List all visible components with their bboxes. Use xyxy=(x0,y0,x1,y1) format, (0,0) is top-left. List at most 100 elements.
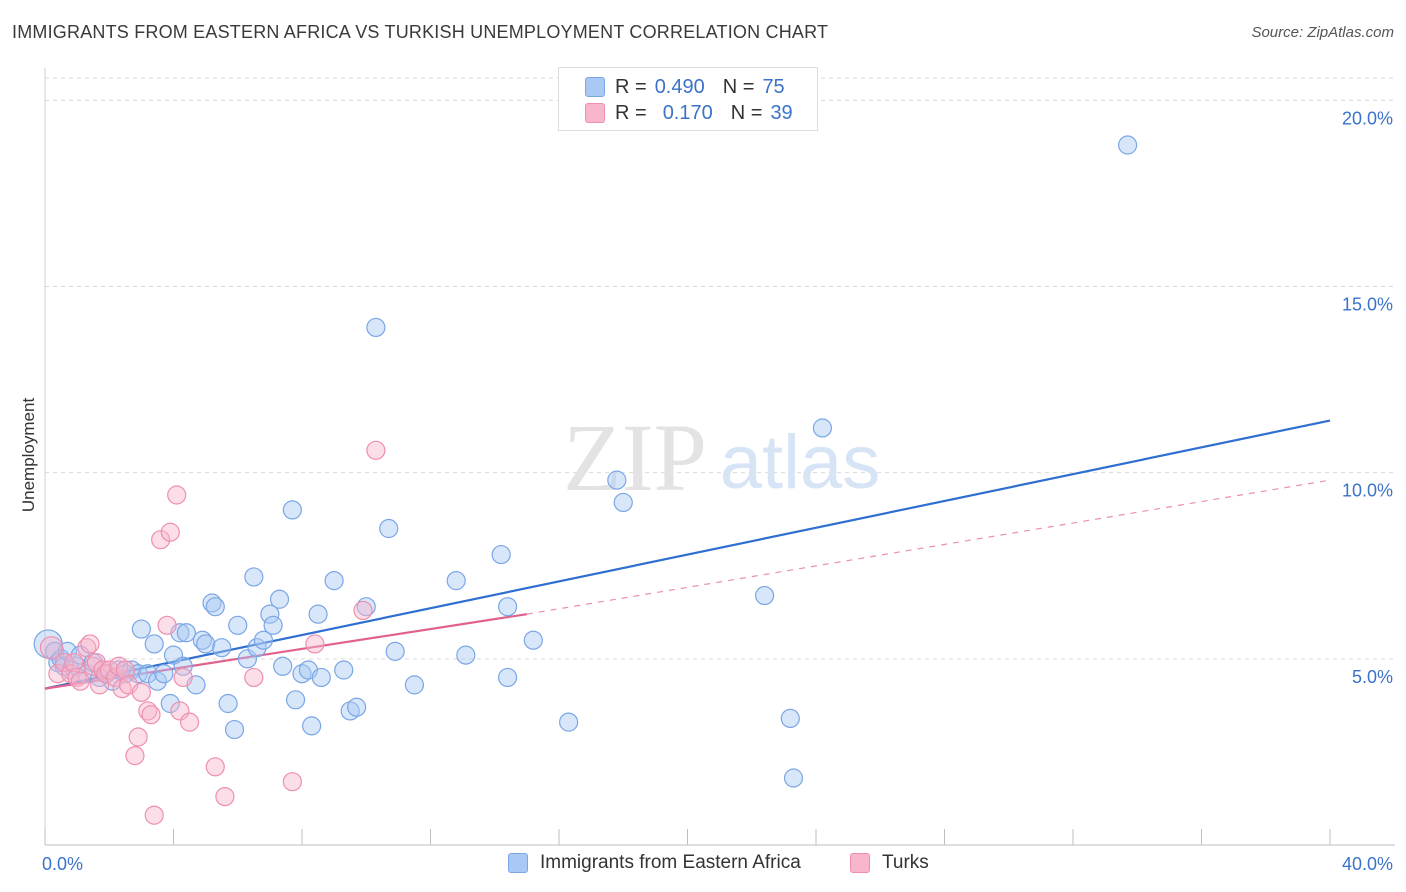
point-eastern-africa xyxy=(523,630,543,650)
point-turks xyxy=(138,701,158,721)
bottom-legend: Immigrants from Eastern Africa Turks xyxy=(0,852,1406,878)
bottom-legend-swatch-pink xyxy=(850,853,870,873)
point-eastern-africa xyxy=(244,567,264,587)
point-turks xyxy=(144,805,164,825)
legend-n-value-1: 75 xyxy=(762,75,785,98)
y-tick-label: 15.0% xyxy=(1342,295,1393,315)
point-eastern-africa xyxy=(404,675,425,695)
bottom-legend-label-2: Turks xyxy=(882,852,929,873)
point-turks xyxy=(128,727,148,747)
point-turks xyxy=(67,667,87,688)
point-turks xyxy=(244,667,264,688)
y-tick-label: 5.0% xyxy=(1352,667,1393,687)
point-eastern-africa xyxy=(498,667,518,688)
point-eastern-africa xyxy=(192,630,213,650)
point-eastern-africa xyxy=(218,693,238,714)
point-eastern-africa xyxy=(559,712,579,732)
point-turks xyxy=(215,786,235,807)
point-turks xyxy=(115,660,135,680)
point-eastern-africa xyxy=(160,693,180,714)
point-turks xyxy=(125,746,145,766)
chart-title: IMMIGRANTS FROM EASTERN AFRICA VS TURKIS… xyxy=(12,22,829,42)
legend: R = 0.490 N = 75 R = 0.170 N = 39 xyxy=(558,67,818,131)
y-tick-label: 20.0% xyxy=(1342,108,1393,128)
point-eastern-africa xyxy=(196,634,216,654)
point-turks xyxy=(167,485,187,505)
legend-r-label-2: R = xyxy=(615,101,647,124)
point-turks xyxy=(77,638,97,658)
point-eastern-africa xyxy=(324,571,344,591)
point-eastern-africa xyxy=(273,656,293,676)
point-turks xyxy=(179,712,200,732)
point-eastern-africa xyxy=(144,634,164,654)
point-eastern-africa xyxy=(311,667,331,688)
point-turks xyxy=(282,772,302,792)
data-points xyxy=(33,135,1138,825)
point-eastern-africa xyxy=(67,656,87,676)
point-eastern-africa xyxy=(176,623,196,643)
point-eastern-africa xyxy=(356,597,376,617)
point-eastern-africa xyxy=(147,671,168,691)
point-turks xyxy=(353,600,373,621)
point-eastern-africa xyxy=(613,492,633,513)
point-turks xyxy=(305,634,325,654)
y-tick-labels: 5.0% 10.0% 15.0% 20.0% xyxy=(1342,108,1393,686)
point-eastern-africa xyxy=(269,589,290,609)
point-eastern-africa xyxy=(263,615,283,635)
legend-row-series2: R = 0.170 N = 39 xyxy=(585,101,793,125)
point-turks xyxy=(160,522,180,542)
point-eastern-africa xyxy=(780,708,800,729)
point-eastern-africa xyxy=(302,716,322,736)
point-eastern-africa xyxy=(379,518,399,539)
point-eastern-africa xyxy=(308,604,328,624)
point-eastern-africa xyxy=(754,585,775,606)
point-eastern-africa xyxy=(131,619,151,639)
point-eastern-africa xyxy=(812,418,833,438)
point-turks xyxy=(205,757,225,777)
point-eastern-africa xyxy=(282,500,302,520)
bottom-legend-swatch-blue xyxy=(508,853,528,873)
trend-line-turks-extension xyxy=(526,479,1331,615)
point-turks xyxy=(141,705,161,725)
bottom-legend-series1: Immigrants from Eastern Africa xyxy=(508,852,801,874)
point-eastern-africa xyxy=(260,604,280,624)
point-eastern-africa xyxy=(154,664,174,684)
legend-swatch-blue xyxy=(585,77,605,97)
point-turks xyxy=(173,667,193,688)
point-eastern-africa xyxy=(253,630,274,650)
legend-swatch-pink xyxy=(585,103,605,123)
point-turks xyxy=(64,652,84,673)
point-eastern-africa xyxy=(1118,135,1138,155)
point-eastern-africa xyxy=(224,719,245,740)
x-tick-label: 0.0% xyxy=(42,854,83,874)
point-eastern-africa xyxy=(173,656,193,676)
point-eastern-africa xyxy=(228,615,248,635)
legend-row-series1: R = 0.490 N = 75 xyxy=(585,75,785,99)
source-label: Source: ZipAtlas.com xyxy=(1251,24,1394,41)
point-turks xyxy=(366,440,386,460)
point-eastern-africa xyxy=(385,641,405,661)
point-eastern-africa xyxy=(247,638,267,658)
legend-r-value-2: 0.170 xyxy=(662,101,713,124)
point-eastern-africa xyxy=(498,597,518,617)
watermark: ZIP atlas xyxy=(563,404,880,511)
bottom-legend-label-1: Immigrants from Eastern Africa xyxy=(540,852,801,873)
watermark-zip: ZIP xyxy=(563,404,707,511)
legend-n-label-1: N = xyxy=(722,75,755,98)
legend-r-label-1: R = xyxy=(615,75,647,98)
point-turks xyxy=(70,671,90,691)
point-eastern-africa xyxy=(366,317,386,338)
point-eastern-africa xyxy=(138,664,158,684)
point-turks xyxy=(131,682,151,702)
y-tick-label: 10.0% xyxy=(1342,481,1393,501)
watermark-atlas: atlas xyxy=(720,420,881,505)
point-eastern-africa xyxy=(285,690,306,710)
axes xyxy=(44,68,1395,846)
legend-n-label-2: N = xyxy=(730,101,763,124)
legend-r-value-1: 0.490 xyxy=(654,75,705,98)
point-turks xyxy=(90,675,110,695)
point-eastern-africa xyxy=(212,638,232,658)
point-eastern-africa xyxy=(446,571,466,591)
point-eastern-africa xyxy=(205,597,225,617)
